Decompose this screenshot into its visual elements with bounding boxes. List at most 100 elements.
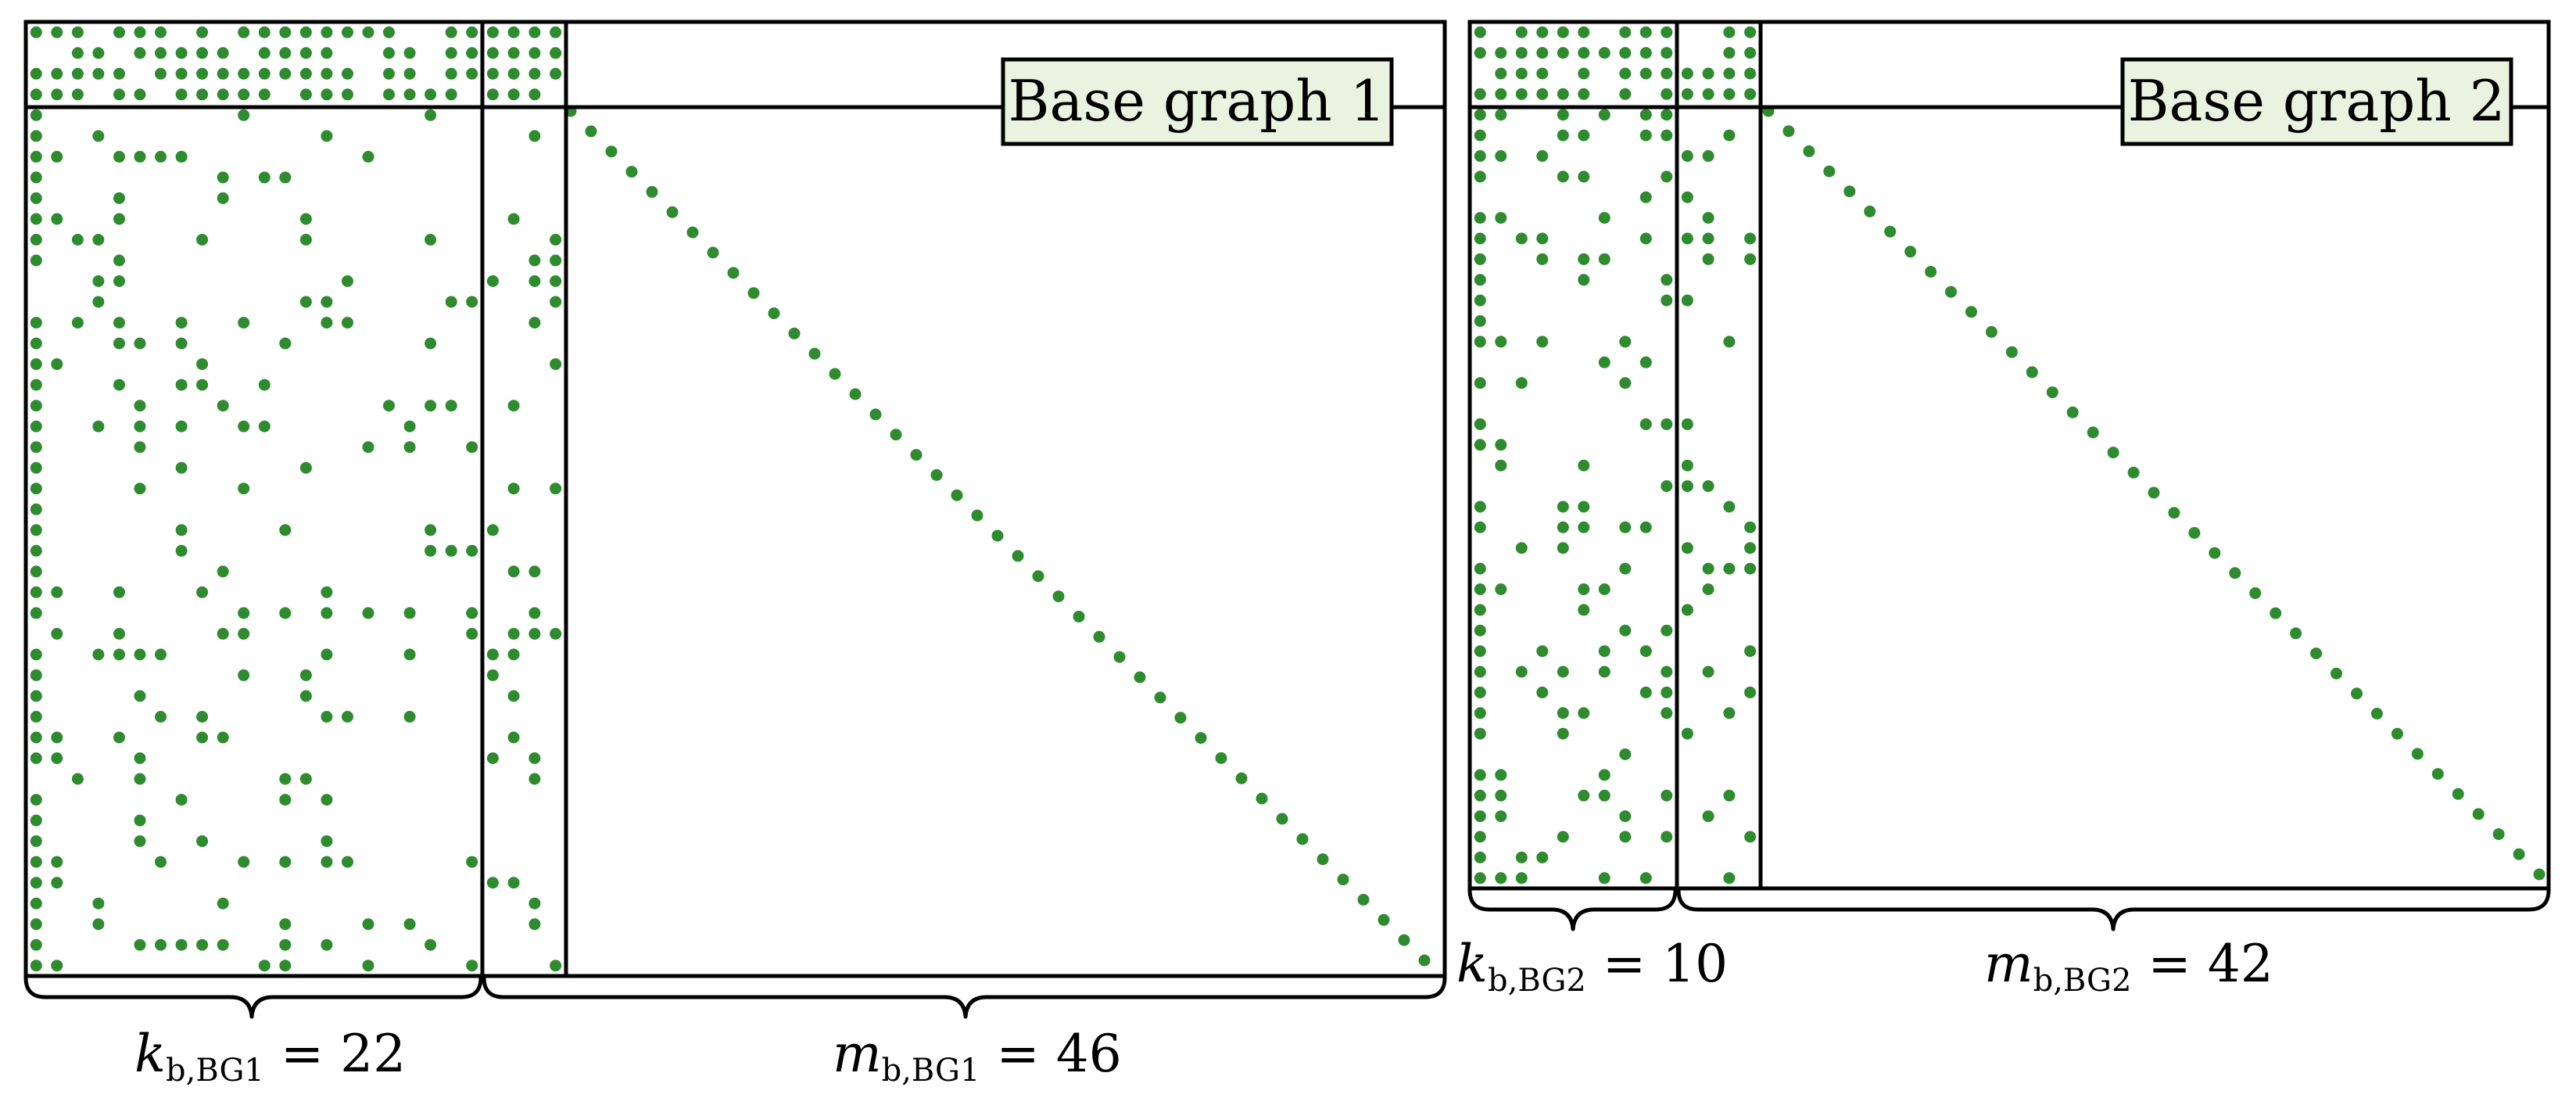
nonzero-dot [113, 67, 125, 80]
base-graph-1-matrix: Base graph 1 kb,BG1 = 22 mb,BG1 = 46 [23, 20, 1447, 1089]
nonzero-dot [113, 88, 125, 101]
nonzero-dot [1661, 707, 1673, 719]
nonzero-dot [486, 26, 499, 38]
nonzero-dot [403, 88, 416, 101]
nonzero-dot [1723, 562, 1736, 575]
bg1-m-label: mb,BG1 = 46 [833, 1024, 1122, 1089]
nonzero-dot [1557, 727, 1569, 740]
nonzero-dot [1515, 542, 1528, 554]
nonzero-dot [1723, 789, 1736, 802]
nonzero-dot [2452, 788, 2464, 800]
nonzero-dot [1965, 306, 1977, 318]
nonzero-dot [71, 67, 84, 80]
nonzero-dot [134, 400, 146, 412]
nonzero-dot [1598, 583, 1610, 595]
nonzero-dot [299, 669, 312, 681]
nonzero-dot [1598, 769, 1610, 781]
nonzero-dot [30, 379, 42, 391]
nonzero-dot [196, 234, 209, 246]
nonzero-dot [258, 960, 270, 972]
nonzero-dot [321, 856, 333, 868]
nonzero-dot [113, 192, 125, 204]
nonzero-dot [1823, 165, 1836, 178]
nonzero-dot [1744, 47, 1757, 59]
nonzero-dot [321, 88, 333, 101]
nonzero-dot [1378, 913, 1390, 926]
nonzero-dot [30, 648, 42, 661]
nonzero-dot [30, 213, 42, 225]
nonzero-dot [321, 586, 333, 598]
nonzero-dot [383, 47, 395, 59]
nonzero-dot [1495, 150, 1507, 162]
nonzero-dot [1536, 150, 1549, 162]
nonzero-dot [92, 275, 105, 287]
nonzero-dot [71, 47, 84, 59]
nonzero-dot [1619, 562, 1632, 575]
nonzero-dot [550, 275, 562, 287]
nonzero-dot [51, 358, 63, 371]
nonzero-dot [134, 835, 146, 848]
nonzero-dot [486, 877, 499, 889]
nonzero-dot [113, 731, 125, 744]
nonzero-dot [196, 586, 209, 598]
nonzero-dot [1195, 732, 1207, 745]
nonzero-dot [727, 267, 740, 279]
nonzero-dot [1639, 26, 1652, 38]
nonzero-dot [1515, 666, 1528, 678]
nonzero-dot [528, 773, 541, 785]
nonzero-dot [528, 130, 541, 142]
nonzero-dot [1357, 893, 1370, 906]
nonzero-dot [466, 67, 478, 80]
nonzero-dot [2026, 366, 2038, 379]
nonzero-dot [299, 26, 312, 38]
nonzero-dot [175, 150, 188, 163]
nonzero-dot [1474, 851, 1486, 863]
nonzero-dot [299, 88, 312, 101]
nonzero-dot [30, 711, 42, 723]
nonzero-dot [403, 918, 416, 931]
nonzero-dot [1474, 274, 1486, 286]
nonzero-dot [279, 47, 292, 59]
nonzero-dot [258, 379, 270, 391]
nonzero-dot [258, 67, 270, 80]
nonzero-dot [403, 47, 416, 59]
nonzero-dot [30, 400, 42, 412]
nonzero-dot [1515, 377, 1528, 389]
nonzero-dot [1495, 769, 1507, 781]
nonzero-dot [1681, 191, 1693, 203]
nonzero-dot [279, 773, 292, 785]
nonzero-dot [1337, 874, 1349, 886]
nonzero-dot [1174, 712, 1187, 724]
nonzero-dot [1557, 521, 1569, 533]
nonzero-dot [383, 26, 395, 38]
nonzero-dot [466, 47, 478, 59]
nonzero-dot [403, 441, 416, 454]
nonzero-dot [1702, 150, 1714, 162]
nonzero-dot [1661, 26, 1673, 38]
nonzero-dot [279, 337, 292, 350]
nonzero-dot [175, 67, 188, 80]
nonzero-dot [528, 607, 541, 619]
nonzero-dot [2188, 526, 2201, 539]
nonzero-dot [51, 856, 63, 868]
nonzero-dot [51, 26, 63, 38]
nonzero-dot [321, 317, 333, 329]
nonzero-dot [175, 379, 188, 391]
nonzero-dot [646, 185, 658, 198]
nonzero-dot [507, 26, 520, 38]
nonzero-dot [1536, 67, 1549, 80]
nonzero-dot [321, 130, 333, 142]
nonzero-dot [342, 711, 353, 723]
nonzero-dot [279, 918, 292, 931]
nonzero-dot [155, 856, 167, 868]
nonzero-dot [1557, 26, 1569, 38]
nonzero-dot [1723, 501, 1736, 513]
nonzero-dot [321, 835, 333, 848]
nonzero-dot [92, 420, 105, 432]
nonzero-dot [1681, 542, 1693, 554]
bg1-dots [30, 26, 1431, 972]
nonzero-dot [30, 130, 42, 142]
nonzero-dot [299, 296, 312, 308]
nonzero-dot [951, 489, 963, 501]
nonzero-dot [1702, 212, 1714, 224]
